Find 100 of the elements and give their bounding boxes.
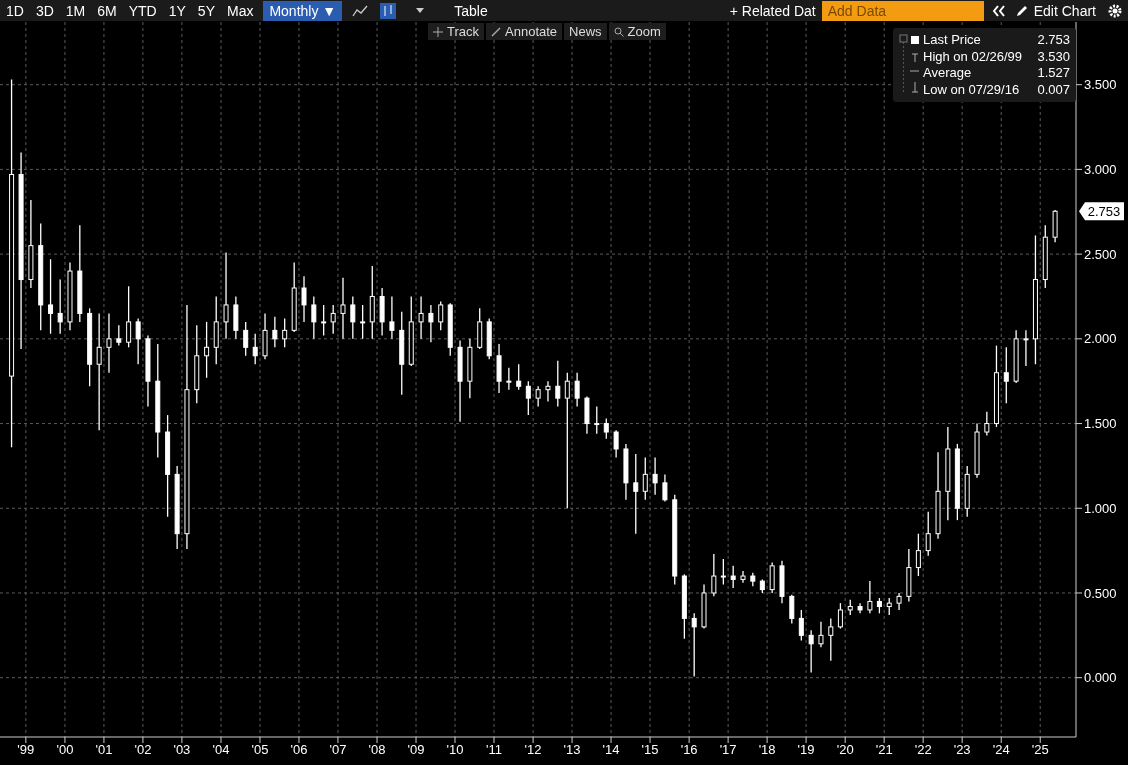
- candlestick: [613, 429, 619, 459]
- y-tick-label: 0.000: [1084, 670, 1117, 686]
- candlestick: [925, 511, 931, 557]
- candlestick: [798, 609, 804, 642]
- candlestick: [116, 324, 122, 347]
- annotation: Last Price: [923, 32, 982, 49]
- candlestick: [301, 275, 307, 323]
- annotation: 0.007: [1037, 81, 1070, 98]
- annotation: 2.753: [1087, 203, 1121, 219]
- candlestick: [633, 453, 639, 535]
- text: YTD: [127, 1, 158, 21]
- candlestick: [769, 561, 775, 594]
- annotation: 3.530: [1037, 48, 1070, 65]
- annotation: 1.527: [1037, 65, 1070, 82]
- y-tick-label: 3.500: [1084, 77, 1117, 93]
- candlestick: [564, 372, 570, 509]
- candlestick: [350, 295, 356, 340]
- candlestick: [330, 304, 336, 335]
- annotation: Track: [428, 23, 485, 40]
- annotation: 2.753: [1037, 32, 1070, 49]
- annotation: News: [564, 23, 607, 40]
- x-tick-label: '02: [134, 742, 152, 758]
- text: + Related Dat: [728, 1, 817, 21]
- x-tick-label: '01: [95, 742, 113, 758]
- candlestick: [106, 312, 112, 374]
- candlestick: [720, 558, 726, 586]
- candlestick: [740, 570, 746, 584]
- x-tick-label: '24: [992, 742, 1010, 758]
- y-tick-label: 2.500: [1084, 246, 1117, 262]
- candlestick: [48, 258, 54, 335]
- candlestick: [555, 360, 561, 408]
- candlestick: [1023, 329, 1029, 367]
- candlestick: [516, 363, 522, 391]
- x-tick-label: '19: [797, 742, 815, 758]
- x-tick-label: '11: [486, 742, 502, 758]
- candlestick: [223, 251, 229, 340]
- candlestick: [730, 565, 736, 589]
- candlestick: [418, 295, 424, 340]
- x-tick-label: '18: [758, 742, 776, 758]
- x-tick-label: '14: [602, 742, 620, 758]
- candlestick: [915, 533, 921, 577]
- candlestick: [818, 621, 824, 648]
- x-tick-label: '10: [446, 742, 464, 758]
- text: 1D: [5, 1, 25, 21]
- x-tick-label: '00: [56, 742, 74, 758]
- candlestick: [1003, 346, 1009, 404]
- y-tick-label: 3.000: [1084, 162, 1117, 178]
- candlestick: [389, 295, 395, 340]
- candlestick: [574, 372, 580, 408]
- x-tick-label: '16: [680, 742, 698, 758]
- candlestick: [808, 629, 814, 674]
- candlestick: [867, 580, 873, 614]
- x-tick-label: '08: [368, 742, 386, 758]
- x-tick-label: '04: [212, 742, 230, 758]
- text: Monthly ▼: [263, 0, 343, 21]
- annotation: Annotate: [486, 23, 563, 40]
- annotation: Zoom: [608, 23, 666, 40]
- candlestick: [506, 366, 512, 391]
- text: 1M: [64, 1, 87, 21]
- text: 6M: [96, 1, 118, 21]
- x-tick-label: '23: [953, 742, 971, 758]
- x-tick-label: '03: [173, 742, 191, 758]
- y-tick-label: 0.500: [1084, 585, 1117, 601]
- candlestick: [535, 385, 541, 408]
- annotation: Low on 07/29/16: [923, 81, 1021, 98]
- candlestick: [428, 304, 434, 343]
- annotation: Average: [923, 65, 973, 82]
- candlestick: [360, 304, 366, 340]
- x-tick-label: '21: [875, 742, 893, 758]
- y-tick-label: 1.000: [1084, 500, 1117, 516]
- text: 5Y: [196, 1, 216, 21]
- x-tick-label: '15: [641, 742, 659, 758]
- candlestick: [272, 316, 278, 348]
- candlestick: [984, 411, 990, 437]
- text: Max: [225, 1, 255, 21]
- candlestick: [642, 456, 648, 501]
- annotation: High on 02/26/99: [923, 48, 1024, 65]
- text: 1Y: [167, 1, 187, 21]
- x-tick-label: '99: [17, 742, 35, 758]
- x-tick-label: '17: [719, 742, 737, 758]
- candlestick: [662, 473, 668, 503]
- candlestick: [340, 277, 346, 340]
- candlestick: [321, 304, 327, 337]
- candlestick: [828, 617, 834, 662]
- candlestick: [525, 380, 531, 416]
- candlestick: [204, 321, 210, 379]
- x-tick-label: '13: [563, 742, 581, 758]
- candlestick: [57, 278, 63, 335]
- x-tick-label: '25: [1031, 742, 1049, 758]
- x-tick-label: '22: [914, 742, 932, 758]
- candlestick: [311, 295, 317, 340]
- candlestick: [603, 417, 609, 440]
- candlestick: [789, 594, 795, 625]
- x-tick-label: '05: [251, 742, 269, 758]
- candlestick: [96, 312, 102, 431]
- text: Add Data: [821, 0, 984, 21]
- x-tick-label: '09: [407, 742, 425, 758]
- candlestick: [252, 333, 258, 365]
- x-tick-label: '12: [524, 742, 542, 758]
- candlestick: [438, 300, 444, 332]
